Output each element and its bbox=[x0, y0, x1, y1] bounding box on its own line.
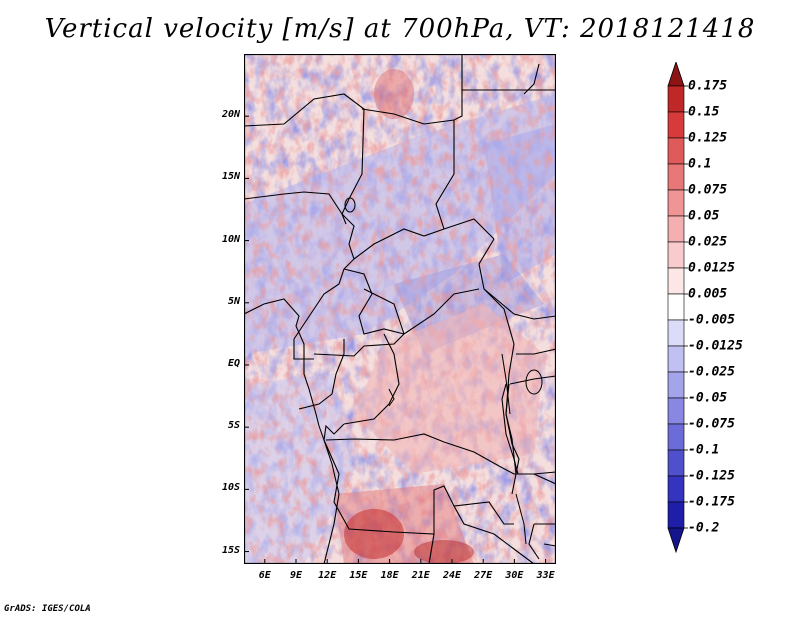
lon-label: 21E bbox=[411, 570, 430, 581]
colorbar-label: 0.005 bbox=[688, 286, 728, 302]
colorbar-band bbox=[667, 85, 685, 113]
colorbar-label: 0.175 bbox=[688, 78, 728, 94]
colorbar-label: 0.05 bbox=[688, 208, 720, 224]
lat-label: 15S bbox=[221, 544, 240, 556]
map-border bbox=[244, 54, 556, 564]
colorbar-band bbox=[667, 423, 685, 451]
colorbar-band bbox=[667, 475, 685, 503]
colorbar-band bbox=[667, 293, 685, 321]
colorbar bbox=[667, 62, 688, 554]
map-panel bbox=[244, 54, 556, 564]
colorbar-top-arrow bbox=[667, 62, 685, 87]
colorbar-band bbox=[667, 137, 685, 165]
colorbar-band bbox=[667, 397, 685, 425]
lat-label: 5N bbox=[227, 295, 240, 307]
colorbar-band bbox=[667, 371, 685, 399]
lon-label: 18E bbox=[380, 570, 399, 581]
colorbar-label: -0.125 bbox=[688, 468, 735, 484]
colorbar-label: 0.125 bbox=[688, 130, 728, 146]
lon-label: 12E bbox=[318, 570, 337, 581]
lon-label: 6E bbox=[258, 570, 271, 581]
colorbar-band bbox=[667, 163, 685, 191]
colorbar-label: 0.1 bbox=[688, 156, 712, 172]
colorbar-band bbox=[667, 449, 685, 477]
colorbar-band bbox=[667, 319, 685, 347]
colorbar-band bbox=[667, 241, 685, 269]
lon-label: 33E bbox=[536, 570, 555, 581]
positive-velocity-field bbox=[244, 54, 556, 564]
colorbar-band bbox=[667, 111, 685, 139]
colorbar-label: -0.025 bbox=[688, 364, 735, 380]
lat-ticks bbox=[244, 115, 249, 553]
colorbar-label: -0.1 bbox=[688, 442, 720, 458]
colorbar-label: 0.0125 bbox=[688, 260, 735, 276]
colorbar-label: -0.075 bbox=[688, 416, 735, 432]
software-credit: GrADS: IGES/COLA bbox=[4, 604, 91, 614]
colorbar-label: -0.175 bbox=[688, 494, 735, 510]
lakes bbox=[344, 197, 543, 545]
colorbar-band bbox=[667, 501, 685, 529]
lon-label: 27E bbox=[474, 570, 493, 581]
lat-label: 10N bbox=[221, 233, 240, 245]
lon-label: 15E bbox=[349, 570, 368, 581]
lat-label: 5S bbox=[227, 420, 240, 432]
vertical-velocity-map bbox=[244, 54, 556, 564]
colorbar-label: 0.025 bbox=[688, 234, 728, 250]
coastline bbox=[244, 63, 540, 564]
lat-label: EQ bbox=[227, 357, 240, 369]
lon-label: 24E bbox=[442, 570, 462, 581]
country-borders bbox=[244, 54, 556, 564]
lon-label: 30E bbox=[505, 570, 524, 581]
lon-ticks bbox=[264, 559, 547, 564]
lat-label: 10S bbox=[221, 482, 240, 494]
colorbar-band bbox=[667, 215, 685, 243]
lat-label: 20N bbox=[221, 109, 240, 121]
colorbar-label: -0.0125 bbox=[688, 338, 743, 354]
lon-label: 9E bbox=[289, 570, 303, 581]
colorbar-label: -0.05 bbox=[688, 390, 728, 406]
colorbar-band bbox=[667, 189, 685, 217]
lat-label: 15N bbox=[221, 171, 240, 183]
colorbar-band bbox=[667, 267, 685, 295]
colorbar-label: -0.2 bbox=[688, 520, 720, 536]
colorbar-label: 0.075 bbox=[688, 182, 728, 198]
colorbar-label: 0.15 bbox=[688, 104, 720, 120]
map-title: Vertical velocity [m/s] at 700hPa, VT: 2… bbox=[44, 14, 756, 44]
colorbar-band bbox=[667, 345, 685, 373]
colorbar-label: -0.005 bbox=[688, 312, 735, 328]
colorbar-bottom-arrow bbox=[667, 527, 685, 554]
